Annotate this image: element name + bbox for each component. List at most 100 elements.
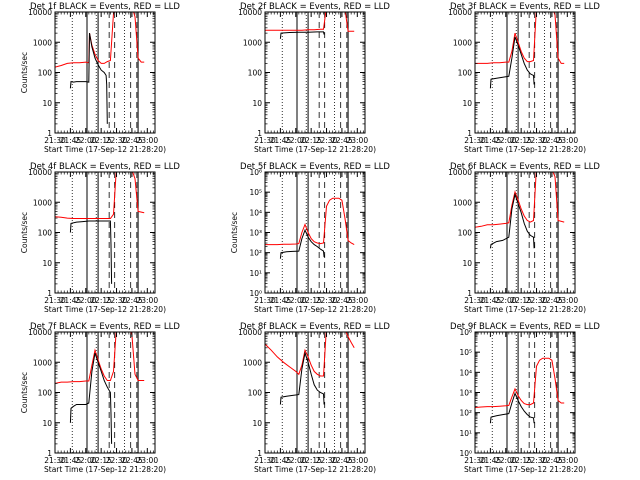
x-axis-label: Start Time (17-Sep-12 21:28:20): [464, 305, 586, 314]
x-tick-label: 21:45: [480, 136, 502, 145]
x-tick-label: 22:30: [526, 136, 548, 145]
y-tick-label: 1000: [243, 38, 262, 47]
y-tick-label: 10⁴: [459, 368, 472, 377]
y-tick-label: 100: [248, 69, 263, 78]
series: [265, 12, 355, 39]
x-tick-label: 22:45: [121, 456, 143, 465]
y-tick-label: 10: [252, 419, 262, 428]
x-tick-label: 21:30: [254, 136, 276, 145]
series-events-line: [69, 220, 113, 284]
y-tick-label: 1000: [33, 38, 52, 47]
y-axis-label: Counts/sec: [230, 212, 239, 253]
x-tick-label: 21:45: [270, 296, 292, 305]
series: [55, 332, 145, 444]
x-tick-label: 21:30: [44, 456, 66, 465]
panel-6: Det 6f BLACK = Events, RED = LLD 1 10 100 10…: [448, 162, 600, 314]
y-tick-label: 10⁰: [459, 449, 472, 458]
y-tick-label: 10000: [238, 328, 262, 337]
x-tick-label: 22:30: [106, 136, 128, 145]
y-tick-label: 10: [462, 259, 472, 268]
x-axis-label: Start Time (17-Sep-12 21:28:20): [44, 145, 166, 154]
x-tick-label: 23:00: [556, 296, 578, 305]
y-tick-label: 100: [458, 229, 473, 238]
panel-7: Det 7f BLACK = Events, RED = LLD 1 10 100 10…: [20, 322, 180, 474]
y-tick-label: 10¹: [249, 269, 262, 278]
x-tick-label: 21:30: [44, 136, 66, 145]
y-axis-label: Counts/sec: [20, 372, 29, 413]
x-tick-label: 21:45: [60, 296, 82, 305]
series-lld-line: [265, 197, 355, 246]
x-tick-label: 22:45: [331, 456, 353, 465]
panel-8: Det 8f BLACK = Events, RED = LLD 1 10 100 10…: [238, 322, 390, 474]
series-events-line: [489, 391, 535, 424]
series: [475, 172, 565, 249]
series-lld-line: [475, 172, 565, 228]
panel-title: Det 7f BLACK = Events, RED = LLD: [30, 322, 180, 332]
x-tick-label: 22:15: [300, 296, 322, 305]
y-tick-label: 1: [467, 129, 472, 138]
x-tick-label: 21:30: [254, 296, 276, 305]
series: [265, 197, 355, 259]
panel-title: Det 5f BLACK = Events, RED = LLD: [240, 162, 390, 172]
series: [55, 12, 145, 124]
x-tick-label: 22:00: [495, 456, 517, 465]
panels: Det 1f BLACK = Events, RED = LLD 1 10 100 10…: [20, 2, 600, 474]
x-tick-label: 23:00: [556, 136, 578, 145]
x-tick-label: 22:00: [75, 296, 97, 305]
panel-1: Det 1f BLACK = Events, RED = LLD 1 10 100 10…: [20, 2, 180, 154]
panel-9: Det 9f BLACK = Events, RED = LLD 10⁰ 10¹ 10…: [450, 322, 600, 474]
y-tick-label: 10000: [238, 8, 262, 17]
x-tick-label: 21:45: [480, 456, 502, 465]
y-tick-label: 1: [257, 129, 262, 138]
y-tick-label: 100: [38, 69, 53, 78]
y-tick-label: 10000: [28, 328, 52, 337]
x-tick-label: 21:45: [60, 136, 82, 145]
x-tick-label: 21:30: [44, 296, 66, 305]
y-tick-label: 100: [248, 389, 263, 398]
y-tick-label: 10: [42, 419, 52, 428]
y-tick-label: 10000: [448, 8, 472, 17]
y-tick-label: 10⁶: [459, 328, 472, 337]
panel-title: Det 8f BLACK = Events, RED = LLD: [240, 322, 390, 332]
x-tick-label: 23:00: [136, 456, 158, 465]
panel-title: Det 6f BLACK = Events, RED = LLD: [450, 162, 600, 172]
panel-title: Det 3f BLACK = Events, RED = LLD: [450, 2, 600, 12]
series-lld-line: [265, 12, 355, 32]
x-tick-label: 22:15: [510, 136, 532, 145]
series-lld-line: [55, 332, 145, 384]
series-events-line: [279, 31, 325, 39]
x-tick-label: 22:15: [300, 456, 322, 465]
x-tick-label: 22:00: [495, 136, 517, 145]
x-tick-label: 23:00: [346, 456, 368, 465]
y-tick-label: 1000: [243, 358, 262, 367]
series-events-line: [69, 352, 113, 444]
y-tick-label: 1: [47, 449, 52, 458]
x-tick-label: 23:00: [346, 296, 368, 305]
series: [475, 12, 565, 89]
y-tick-label: 10²: [249, 249, 262, 258]
panel-5: Det 5f BLACK = Events, RED = LLD 10⁰ 10¹ 10…: [230, 162, 390, 314]
x-tick-label: 22:00: [75, 456, 97, 465]
series-events-line: [69, 33, 108, 124]
y-axis-label: Counts/sec: [20, 52, 29, 93]
x-tick-label: 22:00: [75, 136, 97, 145]
x-axis-label: Start Time (17-Sep-12 21:28:20): [254, 145, 376, 154]
y-tick-label: 10000: [448, 168, 472, 177]
x-tick-label: 22:00: [285, 456, 307, 465]
y-tick-label: 10: [252, 99, 262, 108]
panel-4: Det 4f BLACK = Events, RED = LLD 1 10 100 10…: [20, 162, 180, 314]
x-tick-label: 22:45: [121, 296, 143, 305]
y-tick-label: 1: [467, 289, 472, 298]
x-tick-label: 22:15: [90, 296, 112, 305]
reference-lines: [491, 172, 559, 293]
x-tick-label: 22:00: [285, 136, 307, 145]
y-tick-label: 10⁰: [249, 289, 262, 298]
panel-title: Det 1f BLACK = Events, RED = LLD: [30, 2, 180, 12]
y-tick-label: 10²: [459, 409, 472, 418]
x-tick-label: 22:45: [331, 136, 353, 145]
y-tick-label: 10: [42, 259, 52, 268]
x-tick-label: 23:00: [346, 136, 368, 145]
y-tick-label: 10: [42, 99, 52, 108]
series: [55, 172, 145, 284]
